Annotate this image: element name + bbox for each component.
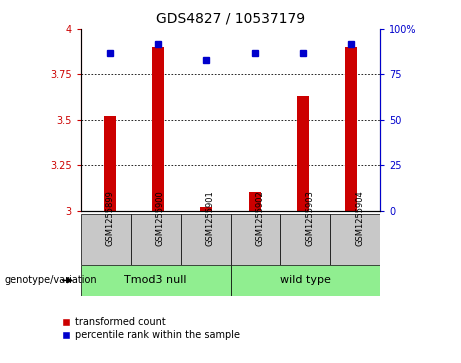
Bar (345, 47, 357, 211)
Text: wild type: wild type (280, 276, 331, 285)
Bar (130, 214, 181, 265)
Bar (81, 214, 130, 265)
Bar (200, 207, 213, 211)
Text: Tmod3 null: Tmod3 null (124, 276, 187, 285)
Text: GSM1255901: GSM1255901 (206, 190, 214, 246)
Bar (280, 214, 331, 265)
Bar (248, 192, 261, 211)
Bar (104, 116, 116, 211)
Text: GSM1255902: GSM1255902 (255, 190, 265, 246)
Text: GSM1255900: GSM1255900 (156, 190, 165, 246)
Bar (230, 214, 280, 265)
Title: GDS4827 / 10537179: GDS4827 / 10537179 (156, 11, 305, 25)
Text: genotype/variation: genotype/variation (5, 276, 97, 285)
Text: GSM1255903: GSM1255903 (305, 190, 314, 246)
Bar (81, 265, 230, 296)
Bar (181, 214, 230, 265)
Bar (331, 214, 380, 265)
Text: GSM1255899: GSM1255899 (106, 190, 115, 246)
Bar (230, 265, 380, 296)
Bar (297, 96, 309, 211)
Text: GSM1255904: GSM1255904 (355, 190, 364, 246)
Legend: transformed count, percentile rank within the sample: transformed count, percentile rank withi… (63, 317, 240, 340)
Bar (152, 47, 164, 211)
